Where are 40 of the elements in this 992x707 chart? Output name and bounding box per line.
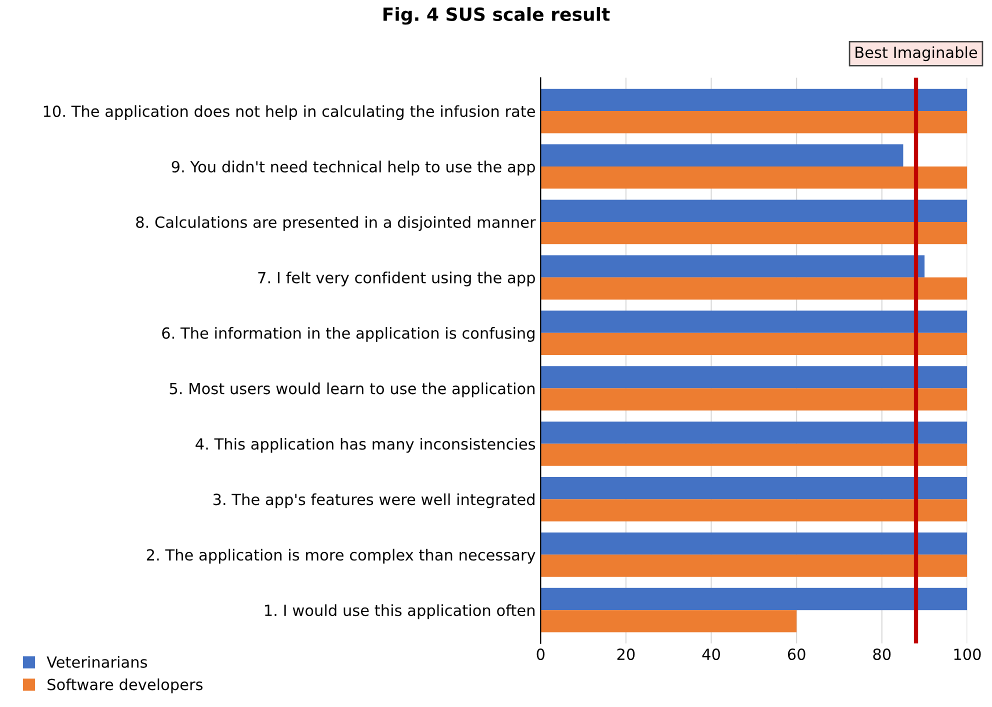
bar <box>540 388 968 410</box>
bar <box>540 499 968 522</box>
bar <box>540 366 968 388</box>
y-tick-label: 7. I felt very confident using the app <box>258 272 535 286</box>
bar <box>540 255 925 278</box>
bar <box>540 554 968 577</box>
chart-title: Fig. 4 SUS scale result <box>384 7 610 25</box>
y-tick-label: 1. I would use this application often <box>265 604 534 620</box>
x-tick-label: 20 <box>617 648 635 660</box>
bar <box>540 88 968 112</box>
ref-line-label: Best Imaginable <box>856 46 978 62</box>
bar <box>540 444 968 466</box>
y-tick-label: 8. Calculations are presented in a disjointed manner <box>136 216 536 231</box>
bar <box>540 144 904 166</box>
bar <box>540 588 968 610</box>
x-tick-label: 0 <box>536 648 544 660</box>
bar <box>540 111 968 134</box>
y-tick-label: 5. Most users would learn to use the application <box>170 382 534 398</box>
bar <box>540 332 968 356</box>
bar <box>540 310 968 333</box>
bar <box>540 166 968 189</box>
bar <box>540 200 968 222</box>
x-tick-label: 40 <box>702 648 720 660</box>
bar <box>540 222 968 244</box>
bar <box>540 610 797 632</box>
bar <box>540 477 968 500</box>
y-tick-label: 10. The application does not help in calculating the infusion rate <box>44 105 535 120</box>
x-tick-label: 80 <box>873 648 891 660</box>
y-tick-label: 4. This application has many inconsistencies <box>196 438 536 453</box>
y-tick-label: 6. The information in the application is confusing <box>162 327 534 342</box>
bar <box>540 422 968 444</box>
legend-label: Software developers <box>48 678 203 694</box>
bar <box>540 532 968 555</box>
legend-label: Veterinarians <box>46 656 147 668</box>
x-tick-label: 100 <box>954 648 981 660</box>
y-tick-label: 2. The application is more complex than necessary <box>146 548 536 564</box>
bar <box>540 277 968 300</box>
y-tick-label: 3. The app's features were well integrated <box>213 493 534 508</box>
x-tick-label: 60 <box>788 648 806 660</box>
y-tick-label: 9. You didn't need technical help to use the app <box>172 160 535 176</box>
